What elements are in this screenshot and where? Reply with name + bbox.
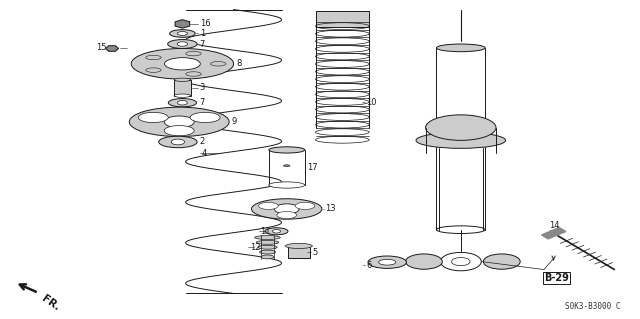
Text: 4: 4 [202, 149, 207, 158]
Ellipse shape [265, 228, 288, 235]
Ellipse shape [159, 136, 197, 148]
Ellipse shape [452, 257, 470, 266]
Text: FR.: FR. [40, 293, 62, 313]
Ellipse shape [131, 48, 234, 79]
Ellipse shape [436, 44, 485, 52]
Bar [316, 11, 369, 27]
Ellipse shape [285, 243, 312, 249]
Ellipse shape [146, 55, 161, 60]
Text: 16: 16 [200, 19, 211, 28]
Ellipse shape [368, 256, 406, 269]
Polygon shape [175, 20, 189, 28]
Bar [174, 80, 191, 96]
Ellipse shape [177, 100, 188, 105]
Ellipse shape [168, 99, 196, 107]
Text: 7: 7 [200, 98, 205, 107]
Ellipse shape [177, 42, 188, 46]
Ellipse shape [164, 116, 194, 128]
Text: 1: 1 [200, 29, 205, 38]
Ellipse shape [258, 245, 277, 249]
Ellipse shape [378, 259, 396, 265]
Ellipse shape [295, 202, 315, 210]
Ellipse shape [275, 204, 299, 214]
Text: 14: 14 [549, 221, 559, 230]
Text: 13: 13 [325, 204, 336, 213]
Ellipse shape [177, 32, 188, 35]
Text: 2: 2 [200, 137, 205, 146]
Text: 9: 9 [232, 117, 237, 126]
Ellipse shape [255, 236, 280, 240]
Text: S0K3-B3000 C: S0K3-B3000 C [565, 302, 621, 311]
Text: 17: 17 [307, 163, 318, 172]
Ellipse shape [259, 202, 278, 210]
Text: 11: 11 [260, 227, 271, 236]
Ellipse shape [426, 115, 496, 140]
Ellipse shape [170, 30, 195, 37]
Ellipse shape [483, 254, 520, 269]
Polygon shape [106, 46, 118, 51]
Ellipse shape [406, 254, 442, 269]
Ellipse shape [273, 230, 280, 233]
Ellipse shape [269, 182, 305, 188]
Ellipse shape [138, 112, 168, 122]
Text: B-29: B-29 [545, 272, 569, 283]
Ellipse shape [269, 147, 305, 153]
Text: 10: 10 [366, 98, 376, 107]
Text: 8: 8 [237, 59, 242, 68]
Text: 12: 12 [250, 243, 260, 252]
Text: 6: 6 [366, 261, 371, 270]
Ellipse shape [164, 58, 200, 70]
Ellipse shape [129, 107, 229, 137]
Ellipse shape [186, 72, 201, 76]
Ellipse shape [174, 78, 191, 81]
Ellipse shape [440, 252, 481, 271]
Ellipse shape [284, 165, 290, 167]
Ellipse shape [252, 199, 322, 219]
Ellipse shape [416, 132, 506, 148]
Text: 7: 7 [200, 40, 205, 48]
Ellipse shape [261, 255, 274, 259]
Ellipse shape [168, 40, 197, 48]
Ellipse shape [186, 51, 201, 56]
Ellipse shape [172, 139, 185, 145]
Bar [288, 246, 310, 258]
Polygon shape [541, 227, 566, 239]
Text: 15: 15 [96, 43, 106, 52]
Ellipse shape [211, 62, 226, 66]
Text: 3: 3 [200, 83, 205, 92]
Ellipse shape [260, 250, 275, 254]
Ellipse shape [256, 241, 279, 244]
Ellipse shape [164, 126, 194, 136]
Ellipse shape [146, 68, 161, 72]
Text: 5: 5 [312, 248, 317, 256]
Ellipse shape [436, 226, 485, 234]
Ellipse shape [174, 94, 191, 97]
Ellipse shape [190, 112, 220, 122]
Ellipse shape [277, 211, 296, 219]
